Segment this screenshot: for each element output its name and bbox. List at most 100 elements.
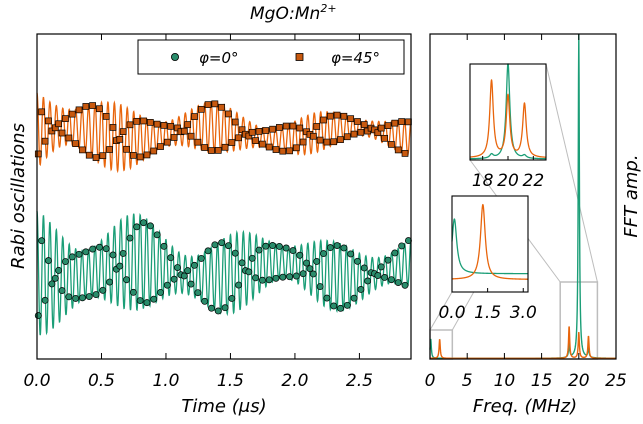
inset-tick-label: 0.0: [438, 303, 465, 323]
data-point-phi45: [225, 110, 232, 118]
data-point-phi0: [55, 266, 63, 274]
data-point-phi45: [170, 134, 178, 141]
data-point-phi0: [211, 241, 219, 249]
data-point-phi0: [194, 289, 202, 297]
data-point-phi45: [96, 105, 103, 113]
data-point-phi45: [153, 120, 161, 128]
zoom-connector: [545, 63, 598, 283]
data-point-phi0: [292, 272, 300, 280]
data-point-phi0: [187, 280, 195, 288]
legend: φ=0° φ=45°: [137, 39, 405, 75]
data-point-phi45: [180, 127, 188, 135]
inset-tick-label: 20: [497, 171, 519, 191]
inset-low-freq: 0.0 1.5 3.0: [438, 195, 537, 323]
data-point-phi45: [34, 150, 42, 158]
x-tick-label: 0.5: [88, 371, 115, 391]
x-tick-label: 2.5: [346, 371, 373, 391]
data-point-phi0: [174, 264, 181, 271]
data-point-phi45: [340, 112, 348, 120]
data-point-phi45: [79, 146, 86, 154]
data-point-phi0: [95, 243, 103, 251]
data-point-phi0: [34, 312, 42, 320]
data-point-phi0: [102, 245, 110, 253]
data-point-phi45: [388, 141, 395, 148]
data-point-phi0: [401, 281, 409, 289]
data-point-phi45: [38, 108, 46, 116]
data-point-phi0: [384, 256, 392, 264]
data-point-phi0: [374, 272, 382, 279]
data-point-phi0: [245, 268, 253, 276]
inset-high-freq: 18 20 22: [469, 63, 547, 191]
left-y-axis-label: Rabi oscillations: [8, 123, 29, 269]
data-point-phi0: [116, 262, 124, 270]
legend-marker-phi0: [170, 53, 179, 62]
data-point-phi45: [197, 105, 205, 113]
data-point-phi0: [337, 304, 344, 312]
right-y-axis-label: FFT amp.: [621, 154, 642, 237]
legend-label-phi45: φ=45°: [331, 49, 380, 67]
x-tick-label: 10: [494, 371, 516, 391]
data-point-phi0: [106, 278, 114, 286]
data-point-phi45: [357, 128, 365, 136]
data-point-phi45: [89, 102, 96, 109]
legend-label-phi0: φ=0°: [199, 49, 239, 67]
data-point-phi0: [208, 304, 215, 312]
data-point-phi0: [204, 247, 212, 255]
data-point-phi45: [204, 101, 212, 108]
data-point-phi0: [323, 294, 331, 302]
data-point-phi45: [65, 134, 73, 142]
right-plot-frame: [429, 33, 617, 360]
inset-background: [452, 196, 528, 292]
left-x-ticks: 0.0 0.5 1.0 1.5 2.0 2.5: [23, 34, 373, 391]
data-point-phi0: [354, 257, 361, 265]
data-point-phi45: [309, 132, 317, 140]
inset-tick-label: 3.0: [510, 303, 537, 323]
data-point-phi0: [231, 249, 239, 257]
left-x-axis-label: Time (μs): [181, 396, 266, 417]
data-point-phi0: [394, 279, 402, 286]
data-point-phi0: [313, 257, 321, 265]
data-point-phi0: [316, 283, 324, 290]
right-x-ticks: 0 5 10 15 20 25: [425, 34, 627, 391]
data-point-phi45: [72, 140, 79, 147]
data-point-phi45: [354, 118, 361, 125]
data-point-phi45: [245, 132, 253, 140]
data-point-phi45: [299, 138, 307, 146]
data-point-phi45: [320, 116, 327, 124]
data-point-phi45: [92, 154, 100, 161]
rabi-traces: [34, 92, 412, 336]
data-point-phi0: [136, 297, 144, 305]
series-line-phi0: [36, 211, 412, 336]
data-point-phi45: [238, 126, 246, 134]
data-point-phi0: [82, 248, 90, 256]
data-point-phi0: [78, 294, 86, 302]
data-point-phi0: [143, 299, 151, 307]
data-point-phi45: [157, 143, 164, 150]
data-point-phi0: [258, 276, 266, 284]
data-point-phi0: [303, 259, 310, 267]
data-point-phi0: [75, 250, 83, 258]
data-point-phi0: [197, 254, 205, 262]
inset-tick-label: 18: [472, 171, 494, 191]
legend-box: [137, 39, 405, 75]
data-point-phi0: [282, 244, 290, 252]
data-point-phi0: [326, 244, 334, 252]
fft-line-phi45: [429, 326, 616, 360]
data-point-phi45: [116, 135, 124, 143]
data-point-phi0: [275, 242, 283, 250]
data-point-phi45: [377, 124, 385, 132]
inset-line-phi45: [469, 79, 547, 158]
data-point-phi0: [201, 297, 209, 305]
data-point-phi45: [208, 147, 215, 154]
data-point-phi45: [82, 103, 90, 110]
data-point-phi0: [163, 281, 171, 289]
data-point-phi0: [357, 286, 365, 293]
data-point-phi45: [316, 136, 324, 144]
data-point-phi0: [150, 295, 158, 303]
inset-line-phi45: [451, 203, 529, 280]
x-tick-label: 0: [425, 371, 436, 391]
data-point-phi0: [252, 274, 260, 282]
data-point-phi45: [194, 138, 202, 146]
data-point-phi45: [255, 128, 263, 135]
x-tick-label: 15: [531, 371, 553, 391]
